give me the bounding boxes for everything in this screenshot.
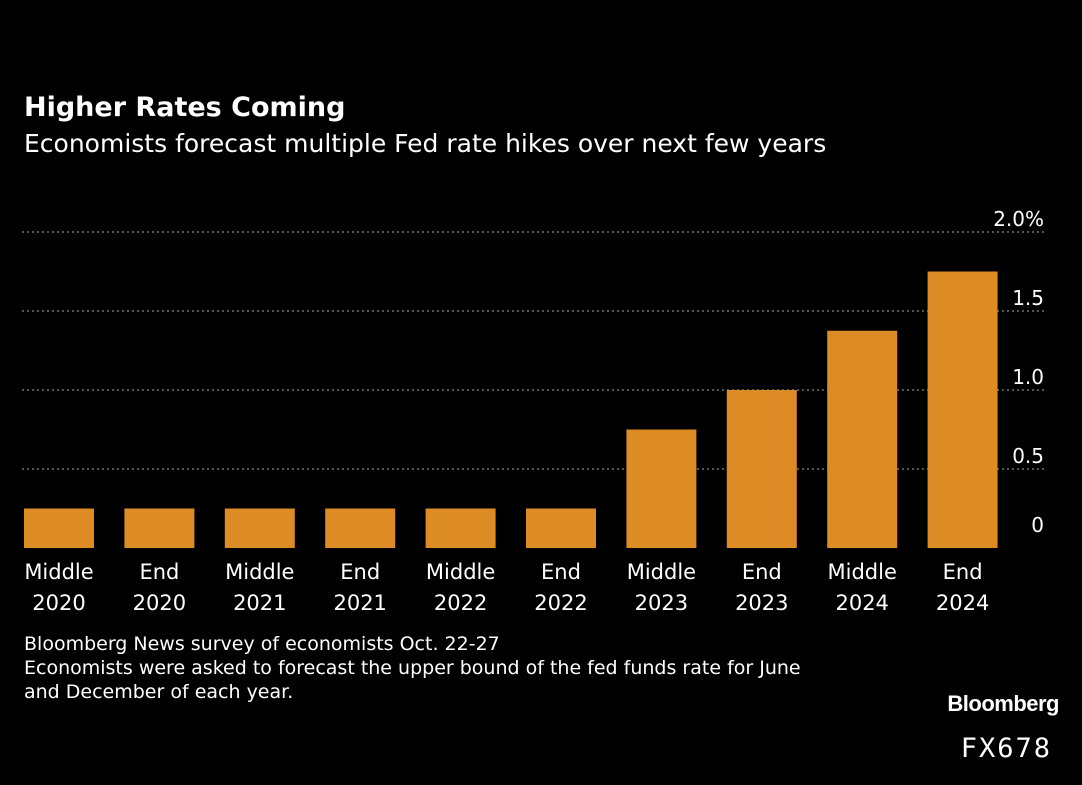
- bar: [626, 429, 697, 548]
- bar: [526, 508, 596, 548]
- x-tick-label: End: [742, 560, 782, 584]
- x-tick-label: 2021: [233, 591, 286, 615]
- chart-subtitle: Economists forecast multiple Fed rate hi…: [24, 129, 827, 158]
- x-tick-label: End: [943, 560, 983, 584]
- footnotes: Bloomberg News survey of economists Oct.…: [24, 632, 801, 704]
- x-tick-label: 2022: [534, 591, 587, 615]
- y-tick-label: 2.0%: [993, 207, 1044, 231]
- y-tick-label: 1.5: [1012, 286, 1044, 310]
- x-tick-label: 2024: [936, 591, 989, 615]
- x-tick-label: 2020: [32, 591, 85, 615]
- y-axis-ticks: 0 0.5 1.0 1.5 2.0%: [993, 207, 1044, 537]
- x-tick-label: Middle: [24, 560, 93, 584]
- footnote-method-line1: Economists were asked to forecast the up…: [24, 657, 801, 679]
- bar: [927, 271, 998, 548]
- bar: [24, 508, 94, 548]
- x-tick-label: Middle: [828, 560, 897, 584]
- bar: [325, 508, 396, 548]
- x-tick-label: 2020: [133, 591, 186, 615]
- y-tick-label: 0: [1031, 513, 1044, 537]
- x-tick-label: 2024: [835, 591, 888, 615]
- footnote-source: Bloomberg News survey of economists Oct.…: [24, 633, 500, 655]
- bar: [726, 390, 797, 548]
- footnote-method-line2: and December of each year.: [24, 681, 294, 703]
- x-tick-label: Middle: [627, 560, 696, 584]
- chart-title: Higher Rates Coming: [24, 92, 346, 123]
- x-tick-label: End: [541, 560, 581, 584]
- x-tick-label: 2021: [333, 591, 386, 615]
- x-tick-label: End: [340, 560, 380, 584]
- bars: [24, 271, 998, 548]
- x-axis-ticks: Middle 2020 End 2020 Middle 2021 End 2021 Middle…: [24, 560, 989, 615]
- bar: [224, 508, 295, 548]
- x-tick-label: Middle: [426, 560, 495, 584]
- x-tick-label: 2023: [735, 591, 788, 615]
- bar: [425, 508, 496, 548]
- bloomberg-logo: Bloomberg: [947, 691, 1059, 716]
- x-tick-label: 2023: [635, 591, 688, 615]
- bar: [827, 330, 898, 548]
- bar: [124, 508, 195, 548]
- x-tick-label: End: [139, 560, 179, 584]
- x-tick-label: Middle: [225, 560, 294, 584]
- x-tick-label: 2022: [434, 591, 487, 615]
- y-tick-label: 1.0: [1012, 365, 1044, 389]
- chart-code: FX678: [960, 733, 1052, 764]
- y-tick-label: 0.5: [1012, 444, 1044, 468]
